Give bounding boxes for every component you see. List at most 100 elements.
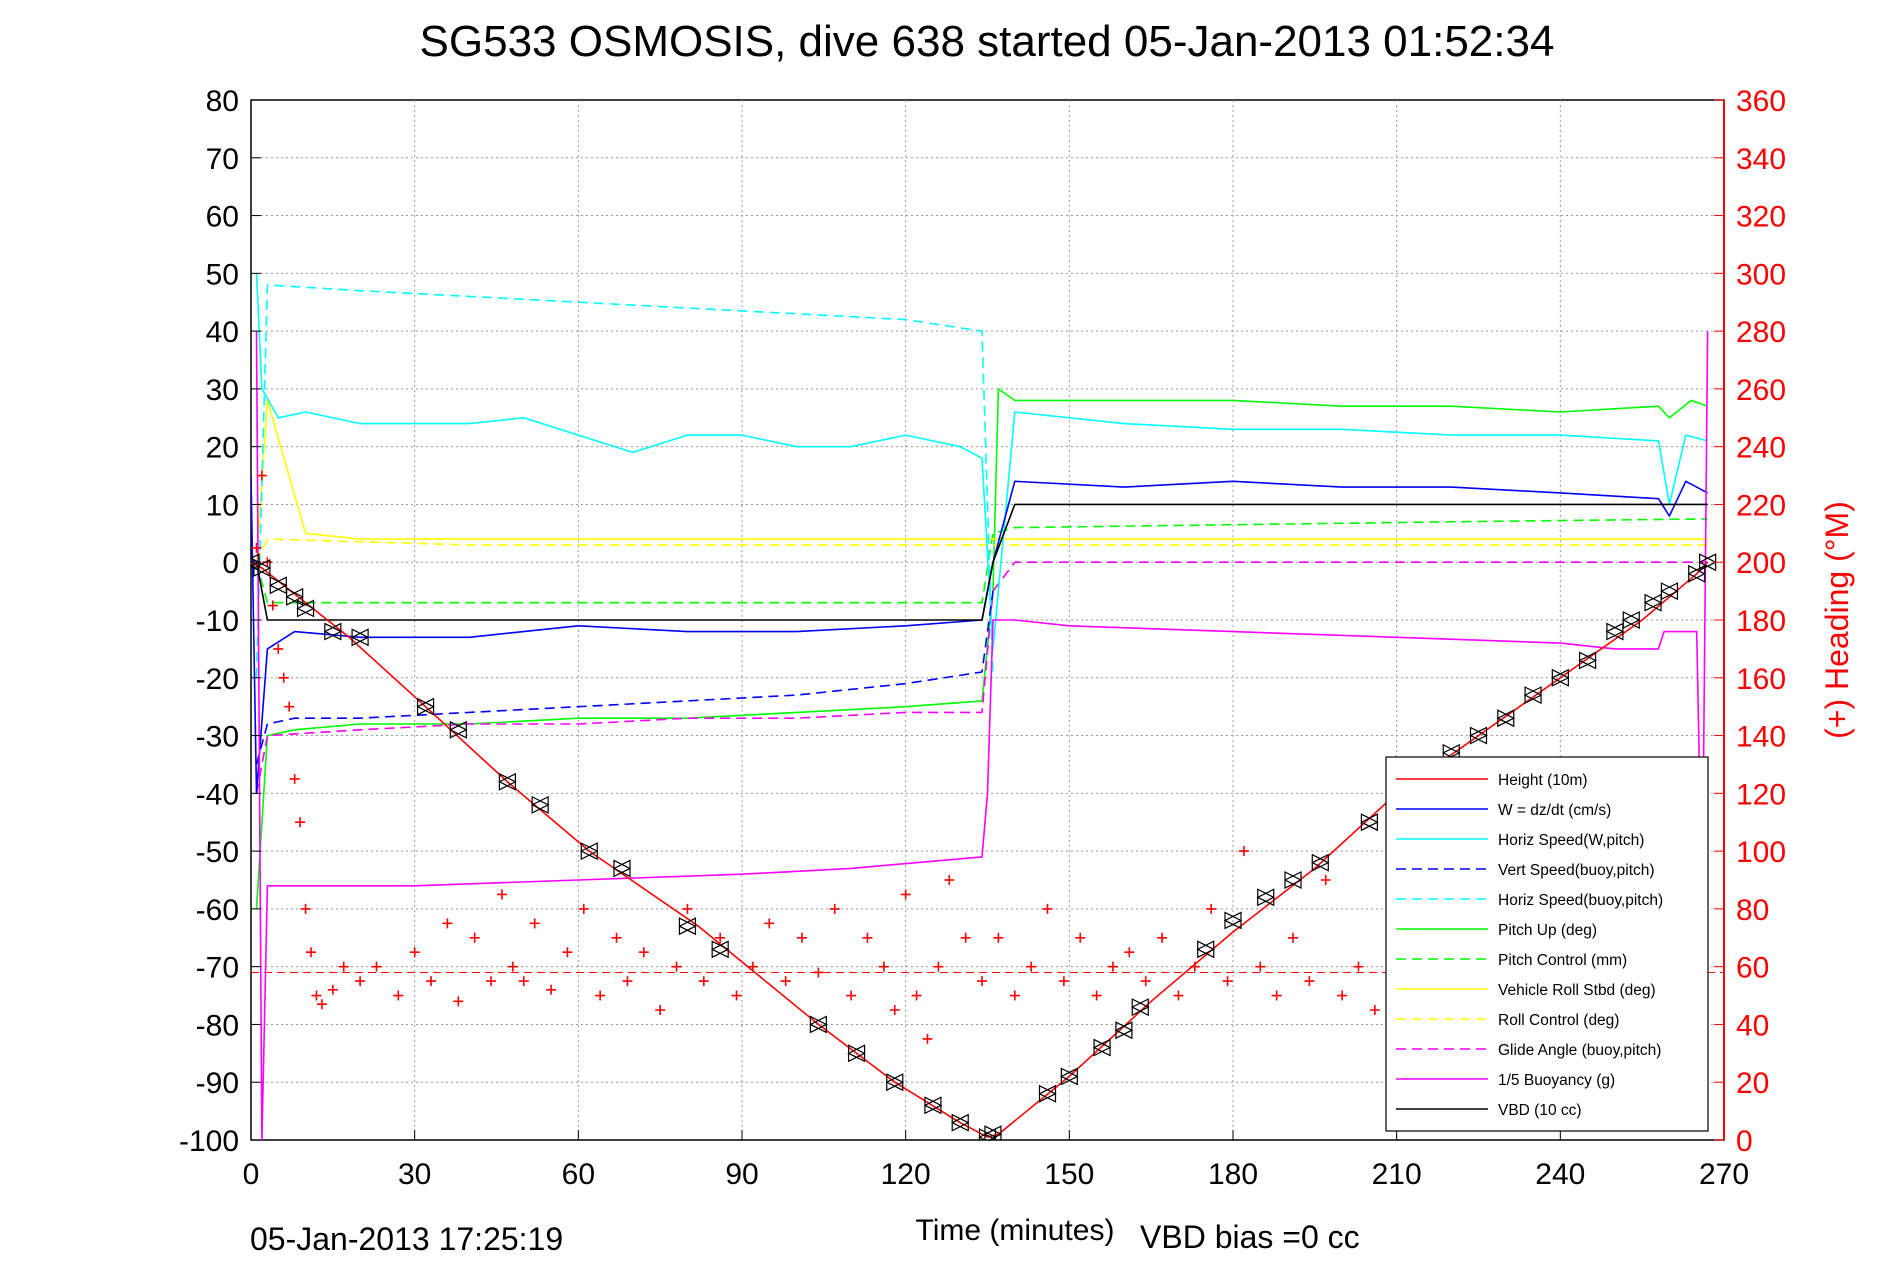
dive-marker: [950, 1113, 970, 1132]
heading-point: [1124, 947, 1135, 958]
y2-tick-label: 260: [1736, 374, 1786, 407]
heading-point: [797, 932, 808, 943]
y-tick-label: -50: [196, 836, 239, 869]
heading-point: [1009, 990, 1020, 1001]
dive-marker: [1550, 668, 1570, 687]
y-tick-label: 60: [206, 201, 239, 234]
heading-point: [889, 1005, 900, 1015]
heading-point: [311, 990, 322, 1001]
y2-tick-label: 140: [1736, 721, 1786, 754]
heading-point: [747, 961, 758, 972]
footer-timestamp: 05-Jan-2013 17:25:19: [250, 1221, 563, 1257]
y-tick-label: 20: [206, 432, 239, 465]
heading-point: [1320, 875, 1331, 885]
series-line-5: [255, 388, 1708, 909]
heading-point: [453, 996, 464, 1007]
heading-point: [611, 932, 622, 943]
heading-point: [278, 672, 289, 683]
heading-point: [338, 961, 349, 972]
heading-point: [1173, 990, 1184, 1001]
y-tick-label: 50: [206, 258, 239, 291]
y2-tick-label: 240: [1736, 432, 1786, 465]
heading-point: [1353, 961, 1364, 972]
legend-entry-label: VBD (10 cc): [1498, 1102, 1582, 1119]
heading-point: [960, 932, 971, 943]
heading-point: [1140, 976, 1151, 987]
dive-marker: [710, 940, 730, 959]
dive-marker: [1283, 871, 1303, 889]
heading-point: [267, 600, 278, 611]
legend-entry-label: 1/5 Buoyancy (g): [1498, 1072, 1615, 1089]
legend-entry-label: Roll Control (deg): [1498, 1012, 1619, 1029]
dive-marker: [498, 772, 517, 791]
series-line-9: [255, 561, 1708, 794]
heading-point: [655, 1005, 666, 1015]
dive-marker: [1605, 622, 1625, 641]
heading-point: [316, 999, 327, 1010]
heading-point: [862, 932, 873, 943]
heading-point: [300, 903, 311, 914]
series-line-2: [255, 273, 1708, 650]
heading-point: [289, 773, 300, 784]
y-tick-label: -40: [196, 778, 239, 811]
legend-entry-label: Glide Angle (buoy,pitch): [1498, 1042, 1661, 1059]
heading-point: [442, 918, 453, 929]
y-tick-label: -60: [196, 894, 239, 927]
y-tick-label: -90: [196, 1067, 239, 1100]
x-tick-label: 120: [881, 1158, 931, 1191]
heading-point: [715, 932, 726, 943]
heading-point: [355, 976, 366, 987]
heading-point: [546, 984, 557, 995]
heading-point: [256, 470, 267, 481]
series-line-6: [255, 518, 1708, 604]
heading-point: [944, 875, 955, 885]
heading-point: [622, 976, 633, 987]
dive-marker: [612, 859, 632, 878]
legend-entry-label: W = dz/dt (cm/s): [1498, 802, 1611, 819]
chart-title: SG533 OSMOSIS, dive 638 started 05-Jan-2…: [420, 17, 1555, 66]
series-line-11: [255, 503, 1708, 621]
y-tick-label: 0: [222, 547, 239, 580]
legend-entry-label: Height (10m): [1498, 772, 1588, 789]
x-tick-label: 210: [1372, 1158, 1422, 1191]
dive-marker: [1469, 726, 1488, 745]
heading-point: [1157, 932, 1168, 943]
heading-point: [900, 889, 911, 900]
heading-point: [426, 976, 437, 987]
heading-point: [922, 1033, 933, 1044]
heading-point: [306, 947, 317, 958]
heading-point: [977, 976, 988, 987]
x-axis-label: Time (minutes): [916, 1214, 1115, 1247]
dive-marker: [809, 1015, 828, 1034]
heading-point: [829, 903, 840, 914]
heading-point: [507, 961, 518, 972]
dive-marker: [323, 622, 343, 641]
y2-tick-label: 80: [1736, 894, 1769, 927]
dive-marker: [268, 576, 288, 595]
y2-tick-label: 100: [1736, 836, 1786, 869]
heading-point: [993, 932, 1004, 943]
dive-marker: [448, 720, 468, 739]
y2-tick-label: 300: [1736, 258, 1786, 291]
y-tick-label: -20: [196, 663, 239, 696]
heading-point: [496, 889, 507, 900]
heading-point: [562, 947, 573, 958]
heading-point: [638, 947, 649, 958]
dive-marker: [296, 599, 315, 618]
heading-point: [295, 817, 306, 828]
y2-tick-label: 160: [1736, 663, 1786, 696]
dive-marker: [1223, 911, 1243, 930]
y-tick-label: 40: [206, 316, 239, 349]
dive-marker: [1310, 853, 1330, 872]
heading-point: [469, 932, 480, 943]
heading-point: [1369, 1005, 1380, 1015]
dive-marker: [1256, 888, 1276, 907]
dive-marker: [847, 1044, 866, 1063]
heading-point: [262, 557, 273, 568]
y2-tick-label: 280: [1736, 316, 1786, 349]
y-tick-label: -10: [196, 605, 239, 638]
dive-marker: [530, 795, 550, 814]
heading-point: [529, 918, 540, 929]
dive-marker: [1092, 1038, 1112, 1057]
heading-point: [1091, 990, 1102, 1001]
